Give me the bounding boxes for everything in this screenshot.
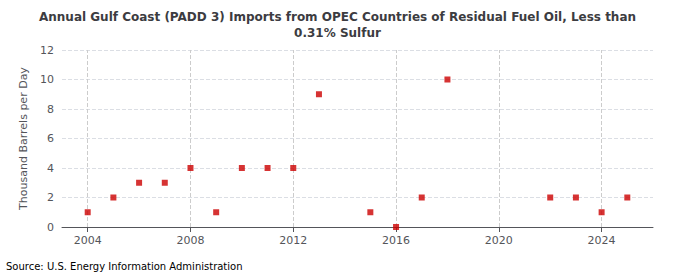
svg-text:2012: 2012: [279, 234, 307, 247]
svg-text:2020: 2020: [485, 234, 513, 247]
svg-text:Source: U.S. Energy Informatio: Source: U.S. Energy Information Administ…: [6, 261, 243, 272]
svg-text:12: 12: [40, 44, 54, 57]
svg-text:2: 2: [47, 191, 54, 204]
svg-text:Thousand Barrels per Day: Thousand Barrels per Day: [17, 67, 30, 211]
svg-text:2004: 2004: [74, 234, 102, 247]
svg-text:6: 6: [47, 132, 54, 145]
svg-text:10: 10: [40, 73, 54, 86]
svg-text:4: 4: [47, 162, 54, 175]
svg-text:2016: 2016: [382, 234, 410, 247]
svg-text:Annual Gulf Coast (PADD 3) Imp: Annual Gulf Coast (PADD 3) Imports from …: [39, 10, 636, 24]
svg-text:8: 8: [47, 103, 54, 116]
svg-text:0.31% Sulfur: 0.31% Sulfur: [294, 26, 381, 40]
svg-text:2024: 2024: [588, 234, 616, 247]
svg-text:0: 0: [47, 221, 54, 234]
svg-text:2008: 2008: [176, 234, 204, 247]
